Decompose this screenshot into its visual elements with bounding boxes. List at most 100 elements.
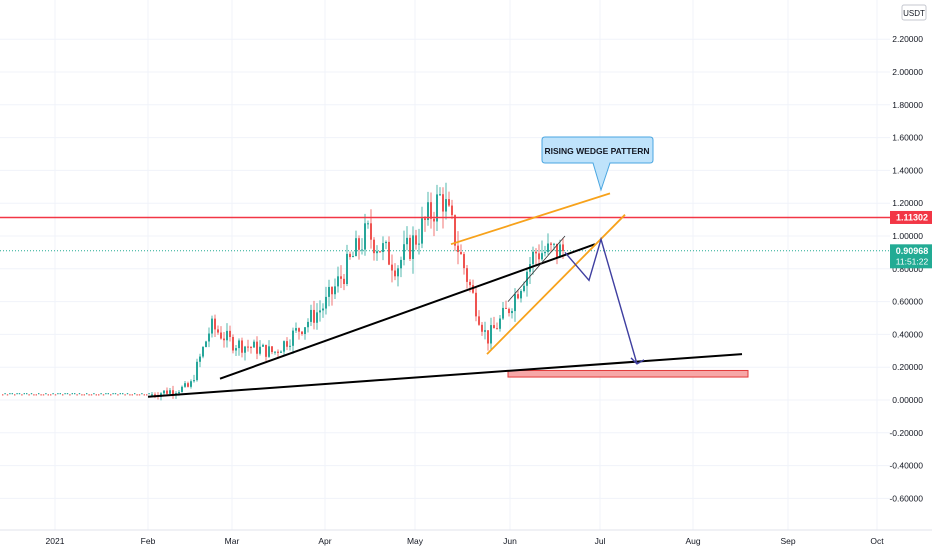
candle-body	[466, 268, 468, 282]
candle-body	[517, 294, 519, 299]
rising-support-trendline	[219, 243, 596, 380]
last-price-badge: 0.90968 11:51:22	[890, 244, 932, 269]
price-tick-label: 1.40000	[892, 165, 923, 175]
candle-body	[241, 340, 243, 353]
candle-body	[562, 244, 564, 251]
candle-body	[469, 281, 471, 286]
candle-body	[424, 218, 426, 221]
candle-body	[229, 330, 231, 337]
price-tick-label: -0.20000	[889, 428, 923, 438]
time-tick-label: Sep	[780, 536, 795, 546]
candle-body	[178, 391, 180, 394]
pattern-callout[interactable]: RISING WEDGE PATTERN	[541, 136, 654, 192]
bar-countdown: 11:51:22	[896, 256, 929, 266]
inner-trendline	[507, 235, 566, 302]
candle-body	[283, 341, 285, 352]
candle-body	[442, 194, 444, 212]
candle-body	[487, 330, 489, 344]
target-zone	[507, 369, 749, 378]
candle-body	[172, 390, 174, 395]
candle-body	[367, 223, 369, 225]
time-tick-label: Mar	[225, 536, 240, 546]
candle-body	[223, 338, 225, 341]
pre-launch-ticks	[2, 393, 150, 396]
price-tick-label: 0.80000	[892, 264, 923, 274]
candle-body	[250, 347, 252, 349]
candle-body	[268, 346, 270, 357]
candle-body	[427, 202, 429, 221]
candle-body	[484, 330, 486, 332]
candle-body	[346, 253, 348, 285]
candle-body	[418, 243, 420, 245]
candle-body	[373, 239, 375, 254]
candle-body	[457, 245, 459, 253]
candle-body	[451, 205, 453, 216]
price-tick-label: 2.00000	[892, 67, 923, 77]
candle-body	[478, 316, 480, 325]
candle-body	[376, 251, 378, 254]
candle-body	[433, 218, 435, 222]
candle-body	[502, 307, 504, 319]
candle-body	[286, 341, 288, 347]
time-axis[interactable]: 2021 Feb Mar Apr May Jun Jul Aug Sep Oct	[0, 529, 932, 550]
price-tick-label: -0.60000	[889, 493, 923, 503]
candle-body	[238, 340, 240, 349]
candle-body	[343, 278, 345, 285]
candle-body	[526, 271, 528, 286]
candle-body	[388, 241, 390, 265]
candle-body	[205, 341, 207, 347]
candle-body	[274, 351, 276, 353]
candle-body	[199, 356, 201, 362]
candle-body	[355, 238, 357, 256]
time-tick-label: Jul	[595, 536, 606, 546]
drawing-overlays	[0, 192, 890, 398]
candle-body	[412, 235, 414, 259]
price-tick-label: 1.00000	[892, 231, 923, 241]
candle-body	[298, 328, 300, 332]
candle-body	[370, 223, 372, 240]
candlestick-series	[151, 182, 564, 401]
candle-body	[256, 341, 258, 354]
candle-body	[544, 251, 546, 254]
candle-body	[454, 215, 456, 246]
candle-body	[535, 251, 537, 254]
candle-body	[349, 253, 351, 258]
time-tick-label: May	[407, 536, 424, 546]
candle-body	[337, 276, 339, 287]
candle-body	[190, 381, 192, 387]
time-tick-label: Oct	[870, 536, 884, 546]
price-axis[interactable]: 2.20000 2.00000 1.80000 1.60000 1.40000 1.200…	[889, 0, 932, 530]
price-tick-label: -0.40000	[889, 461, 923, 471]
candle-body	[196, 361, 198, 381]
candle-body	[232, 336, 234, 351]
currency-label: USDT	[903, 9, 925, 18]
candle-body	[511, 311, 513, 314]
resistance-price-badge: 1.11302	[890, 210, 932, 224]
currency-badge[interactable]	[901, 4, 927, 21]
candle-body	[532, 251, 534, 265]
candle-body	[226, 330, 228, 341]
candle-body	[547, 243, 549, 252]
candle-body	[280, 351, 282, 353]
candle-body	[448, 199, 450, 206]
svg-text:0.90968: 0.90968	[896, 246, 929, 256]
price-tick-label: 0.00000	[892, 395, 923, 405]
candle-body	[490, 325, 492, 344]
price-tick-label: 1.80000	[892, 100, 923, 110]
callout-text: RISING WEDGE PATTERN	[545, 146, 650, 156]
candle-body	[391, 264, 393, 271]
candle-body	[358, 238, 360, 250]
candle-body	[559, 244, 561, 258]
candle-body	[259, 346, 261, 354]
svg-text:1.11302: 1.11302	[896, 212, 928, 222]
price-tick-label: 0.60000	[892, 297, 923, 307]
candle-body	[214, 318, 216, 330]
candle-body	[292, 330, 294, 346]
candle-body	[382, 243, 384, 253]
candle-body	[550, 243, 552, 245]
candle-body	[235, 348, 237, 351]
candle-body	[508, 308, 510, 314]
candle-body	[403, 244, 405, 260]
